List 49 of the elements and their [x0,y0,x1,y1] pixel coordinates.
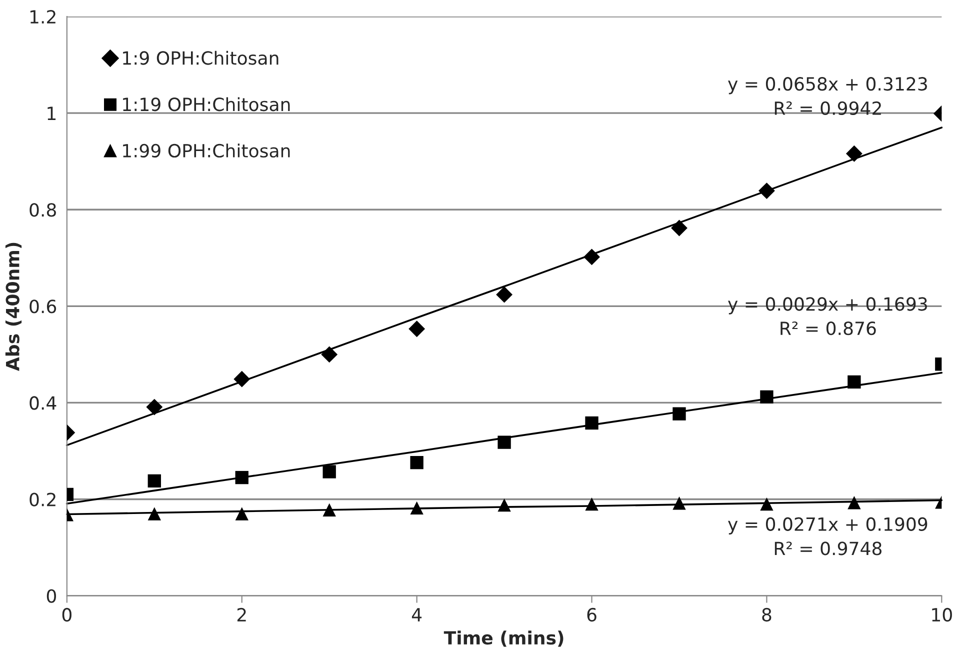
x-tick-label: 6 [587,608,596,622]
point [672,496,686,510]
point [671,220,688,236]
point [760,390,774,404]
point [408,320,426,338]
point [848,496,861,510]
point [148,507,161,520]
point [496,286,513,303]
point [498,436,511,449]
point [848,375,861,389]
point [146,398,163,416]
point [322,503,336,516]
point [758,182,775,200]
point [410,456,424,470]
point [148,474,161,488]
x-tick-label: 10 [932,608,952,622]
x-tick-label: 0 [62,608,72,622]
point [760,497,774,511]
y-tick-label: 0.8 [30,203,56,217]
annotation: y = 0.0029x + 0.1693 R² = 0.876 [728,297,927,336]
point [672,407,686,420]
y-axis-title: Abs (400nm) [5,242,22,371]
legend-label: 1:99 OPH:Chitosan [123,144,290,158]
point [498,498,511,512]
legend-label: 1:19 OPH:Chitosan [123,97,290,112]
x-tick-label: 4 [412,608,422,622]
x-tick-label: 8 [762,608,772,622]
annotation: y = 0.0271x + 0.1909 R² = 0.9748 [728,517,928,556]
point [585,497,598,511]
y-tick-label: 1 [48,106,56,120]
x-tick-label: 2 [237,608,246,622]
point [322,465,336,478]
point [234,370,250,388]
point [846,145,862,162]
y-tick-label: 0 [46,589,56,603]
y-tick-label: 1.2 [30,10,56,24]
point [410,501,424,515]
point [584,248,600,266]
point [321,346,338,363]
y-tick-label: 0.2 [30,492,56,506]
x-axis-title: Time (mins) [444,630,564,647]
legend-label: 1:9 OPH:Chitosan [123,50,278,65]
point [235,470,248,484]
y-tick-label: 0.6 [30,300,56,314]
annotation: y = 0.0658x + 0.3123 R² = 0.9942 [728,77,927,116]
point [585,416,598,430]
y-tick-label: 0.4 [30,396,56,410]
point [235,507,248,520]
line-series [66,126,943,446]
